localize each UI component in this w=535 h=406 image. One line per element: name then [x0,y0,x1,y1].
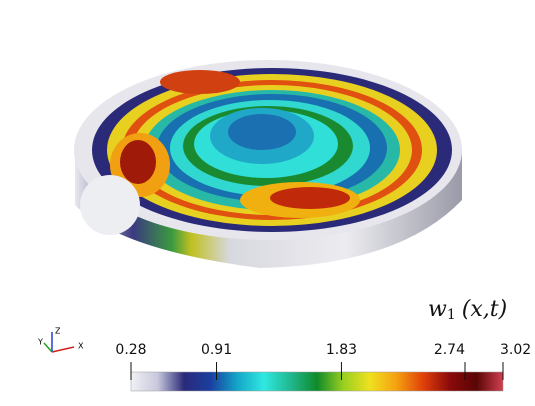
tick-label: 1.83 [326,342,357,358]
title-args: (x,t) [462,297,507,322]
axis-z-label: Z [55,327,61,336]
colorbar [130,371,504,392]
disk-surface [74,60,462,268]
axis-y-label: Y [37,338,43,347]
title-subscript: 1 [447,307,456,323]
colorbar-ticks: 0.28 0.91 1.83 2.74 3.02 [115,342,531,380]
axes-triad: X Y Z [37,327,84,353]
tick-label: 0.28 [115,342,146,358]
axis-x-label: X [78,342,84,351]
colorbar-title: w1 (x,t) [428,297,507,323]
tick-label: 3.02 [500,342,531,358]
tick-label: 0.91 [201,342,232,358]
tick-label: 2.74 [434,342,465,358]
title-base: w [428,297,447,322]
